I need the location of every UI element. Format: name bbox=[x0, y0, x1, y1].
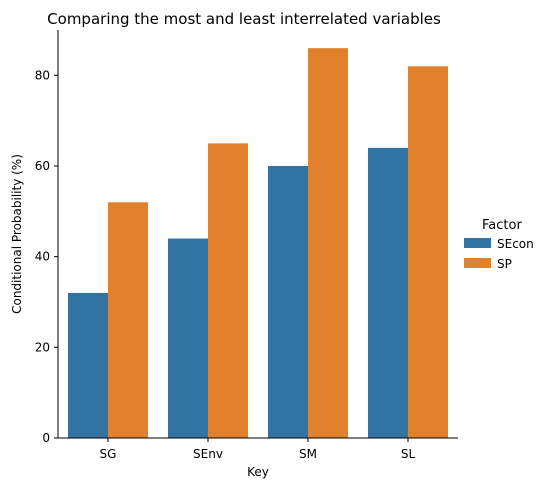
x-tick-label: SEnv bbox=[193, 447, 223, 461]
legend-label-sp: SP bbox=[497, 257, 512, 271]
bar-secon-sl bbox=[368, 147, 408, 438]
y-tick-label: 0 bbox=[42, 431, 50, 445]
y-axis-ticks: 0 20 40 60 80 bbox=[35, 68, 58, 445]
bar-sp-senv bbox=[208, 143, 248, 439]
x-tick-label: SG bbox=[100, 447, 117, 461]
bar-sp-sg bbox=[108, 202, 148, 438]
bars-group bbox=[68, 48, 448, 439]
legend-label-secon: SEcon bbox=[497, 237, 534, 251]
x-axis-ticks: SG SEnv SM SL bbox=[100, 438, 416, 461]
legend-title: Factor bbox=[482, 218, 522, 233]
legend: Factor SEcon SP bbox=[464, 218, 534, 271]
bar-sp-sl bbox=[408, 66, 448, 439]
y-tick-label: 80 bbox=[35, 68, 50, 82]
y-tick-label: 60 bbox=[35, 159, 50, 173]
chart-title: Comparing the most and least interrelate… bbox=[47, 10, 441, 28]
y-tick-label: 40 bbox=[35, 250, 50, 264]
legend-swatch-secon bbox=[464, 238, 491, 248]
x-axis-label: Key bbox=[247, 465, 269, 479]
legend-swatch-sp bbox=[464, 258, 491, 268]
y-tick-label: 20 bbox=[35, 340, 50, 354]
bar-secon-senv bbox=[168, 238, 208, 438]
bar-secon-sg bbox=[68, 292, 108, 438]
y-axis-label: Conditional Probability (%) bbox=[10, 154, 24, 314]
bar-sp-sm bbox=[308, 48, 348, 439]
bar-secon-sm bbox=[268, 166, 308, 438]
x-tick-label: SM bbox=[299, 447, 317, 461]
x-tick-label: SL bbox=[401, 447, 416, 461]
